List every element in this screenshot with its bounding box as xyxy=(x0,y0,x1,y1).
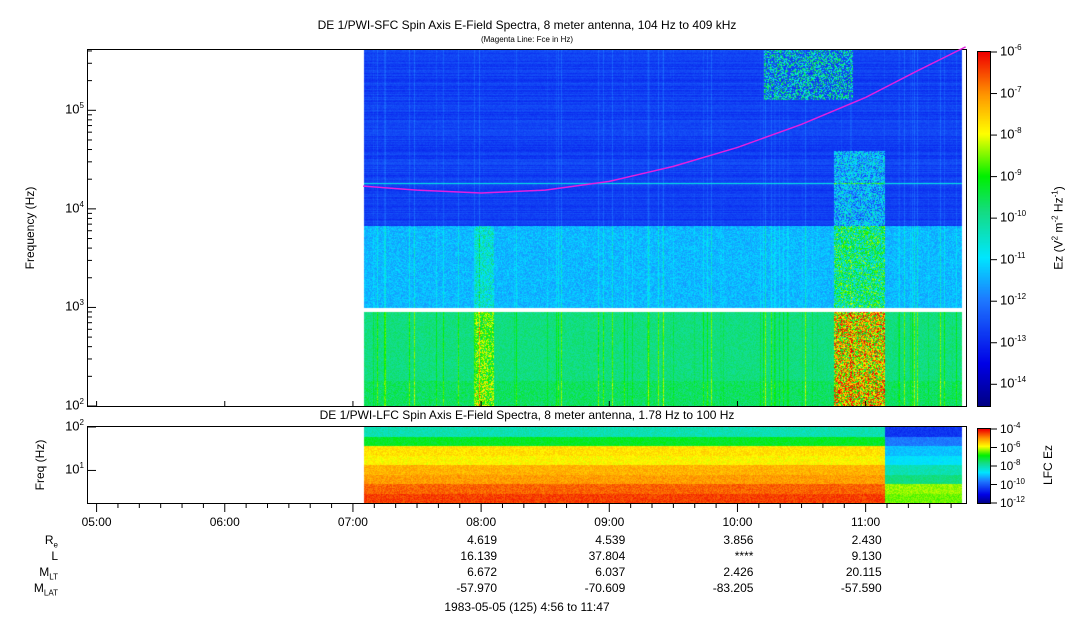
x-tick-label: 11:00 xyxy=(851,515,881,529)
ephemeris-value: 37.804 xyxy=(588,549,626,563)
lfc-ytick-label: 101 xyxy=(65,461,84,477)
sfc-colorbar-tick-label: 10-10 xyxy=(1000,209,1027,225)
sfc-colorbar-tick-label: 10-6 xyxy=(1000,43,1022,59)
ephemeris-value: 3.856 xyxy=(723,533,754,547)
ephemeris-value: 6.672 xyxy=(467,565,498,579)
sfc-frame xyxy=(87,49,967,407)
lfc-colorbar-tick-label: 10-6 xyxy=(1000,439,1021,455)
sfc-colorbar-tick-label: 10-8 xyxy=(1000,126,1022,142)
sfc-colorbar-tick-label: 10-12 xyxy=(1000,292,1027,308)
sfc-ytick-label: 105 xyxy=(65,101,84,117)
sfc-colorbar-tick-label: 10-11 xyxy=(1000,250,1026,266)
lfc-ytick-label: 102 xyxy=(65,418,84,434)
sfc-ytick-label: 103 xyxy=(65,298,84,314)
ephemeris-value: 16.139 xyxy=(460,549,498,563)
x-tick-label: 07:00 xyxy=(337,515,368,529)
x-tick-label: 09:00 xyxy=(594,515,625,529)
sfc-ytick-label: 102 xyxy=(65,397,84,413)
sfc-colorbar-tick-label: 10-9 xyxy=(1000,167,1022,183)
x-tick-label: 05:00 xyxy=(81,515,112,529)
sfc-colorbar-frame xyxy=(977,51,991,407)
ephemeris-row-label: Re xyxy=(44,533,58,550)
ephemeris-row-label: MLAT xyxy=(33,581,58,598)
ephemeris-value: 9.130 xyxy=(851,549,882,563)
ephemeris-value: 2.430 xyxy=(851,533,882,547)
sfc-colorbar-tick-label: 10-13 xyxy=(1000,333,1027,350)
x-tick-label: 06:00 xyxy=(209,515,240,529)
lfc-frame xyxy=(87,426,967,504)
date-range: 1983-05-05 (125) 4:56 to 11:47 xyxy=(444,600,610,614)
ephemeris-row-label: MLT xyxy=(39,565,58,582)
ephemeris-value: -83.205 xyxy=(712,581,754,595)
ephemeris-value: **** xyxy=(734,549,754,563)
sfc-colorbar-tick-label: 10-7 xyxy=(1000,84,1022,100)
fce-line xyxy=(363,46,966,194)
lfc-colorbar-tick-label: 10-8 xyxy=(1000,458,1021,473)
ephemeris-value: -70.609 xyxy=(584,581,626,595)
lfc-spectrogram xyxy=(88,427,966,503)
ephemeris-row-label: L xyxy=(51,549,58,563)
sfc-colorbar xyxy=(978,52,990,406)
x-tick-label: 08:00 xyxy=(466,515,497,529)
lfc-colorbar xyxy=(978,429,990,503)
sfc-subtitle: (Magenta Line: Fce in Hz) xyxy=(480,35,574,44)
ephemeris-value: 20.115 xyxy=(845,565,882,579)
ephemeris-value: -57.590 xyxy=(840,581,882,595)
ephemeris-value: -57.970 xyxy=(456,581,498,595)
lfc-colorbar-tick-label: 10-4 xyxy=(1000,421,1021,436)
ephemeris-value: 6.037 xyxy=(595,565,626,579)
sfc-title: DE 1/PWI-SFC Spin Axis E-Field Spectra, … xyxy=(317,18,737,32)
ephemeris-value: 2.426 xyxy=(723,565,754,579)
lfc-colorbar-tick-label: 10-12 xyxy=(1000,495,1025,510)
lfc-colorbar-tick-label: 10-10 xyxy=(1000,476,1025,492)
lfc-title: DE 1/PWI-LFC Spin Axis E-Field Spectra, … xyxy=(319,408,735,422)
sfc-colorbar-tick-label: 10-14 xyxy=(1000,375,1027,391)
sfc-spectrogram xyxy=(88,50,966,406)
ephemeris-value: 4.539 xyxy=(595,533,626,547)
sfc-ytick-label: 104 xyxy=(65,199,84,216)
x-tick-label: 10:00 xyxy=(722,515,753,529)
ephemeris-value: 4.619 xyxy=(467,533,498,547)
